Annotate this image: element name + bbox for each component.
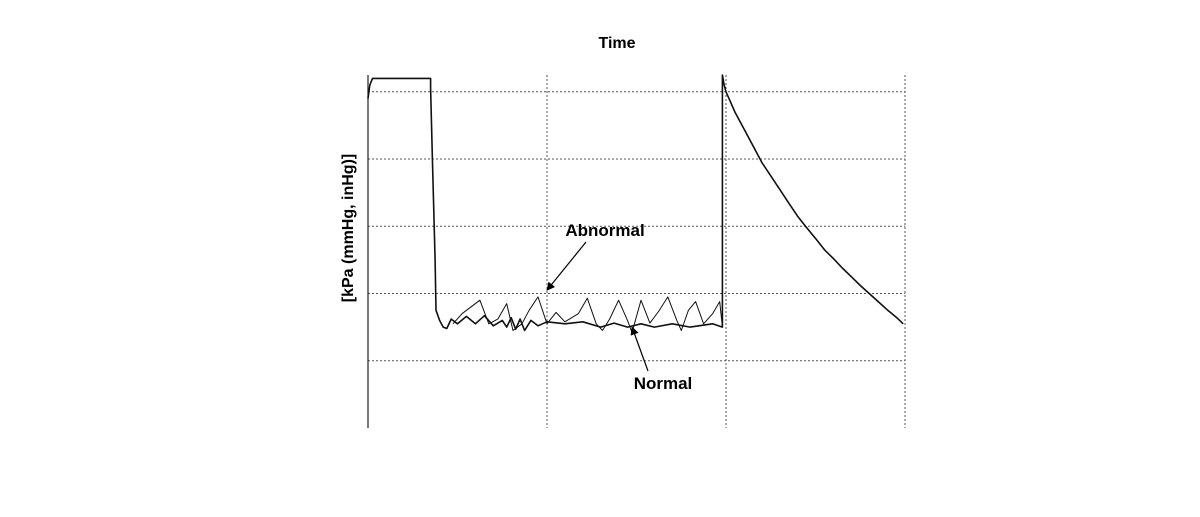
annotation-arrow-abnormal <box>546 241 587 291</box>
chart-title: Time <box>598 35 635 52</box>
grid <box>368 75 906 428</box>
annotations: Abnormal Normal <box>546 221 693 393</box>
annotation-label-abnormal: Abnormal <box>565 221 644 240</box>
series-line-normal <box>367 74 904 332</box>
annotation-arrow-normal <box>630 326 649 372</box>
y-axis-label: [kPa (mmHg, inHg)] <box>340 154 357 302</box>
series-line-abnormal <box>452 296 723 333</box>
annotation-label-normal: Normal <box>634 374 693 393</box>
series-group <box>367 74 904 333</box>
